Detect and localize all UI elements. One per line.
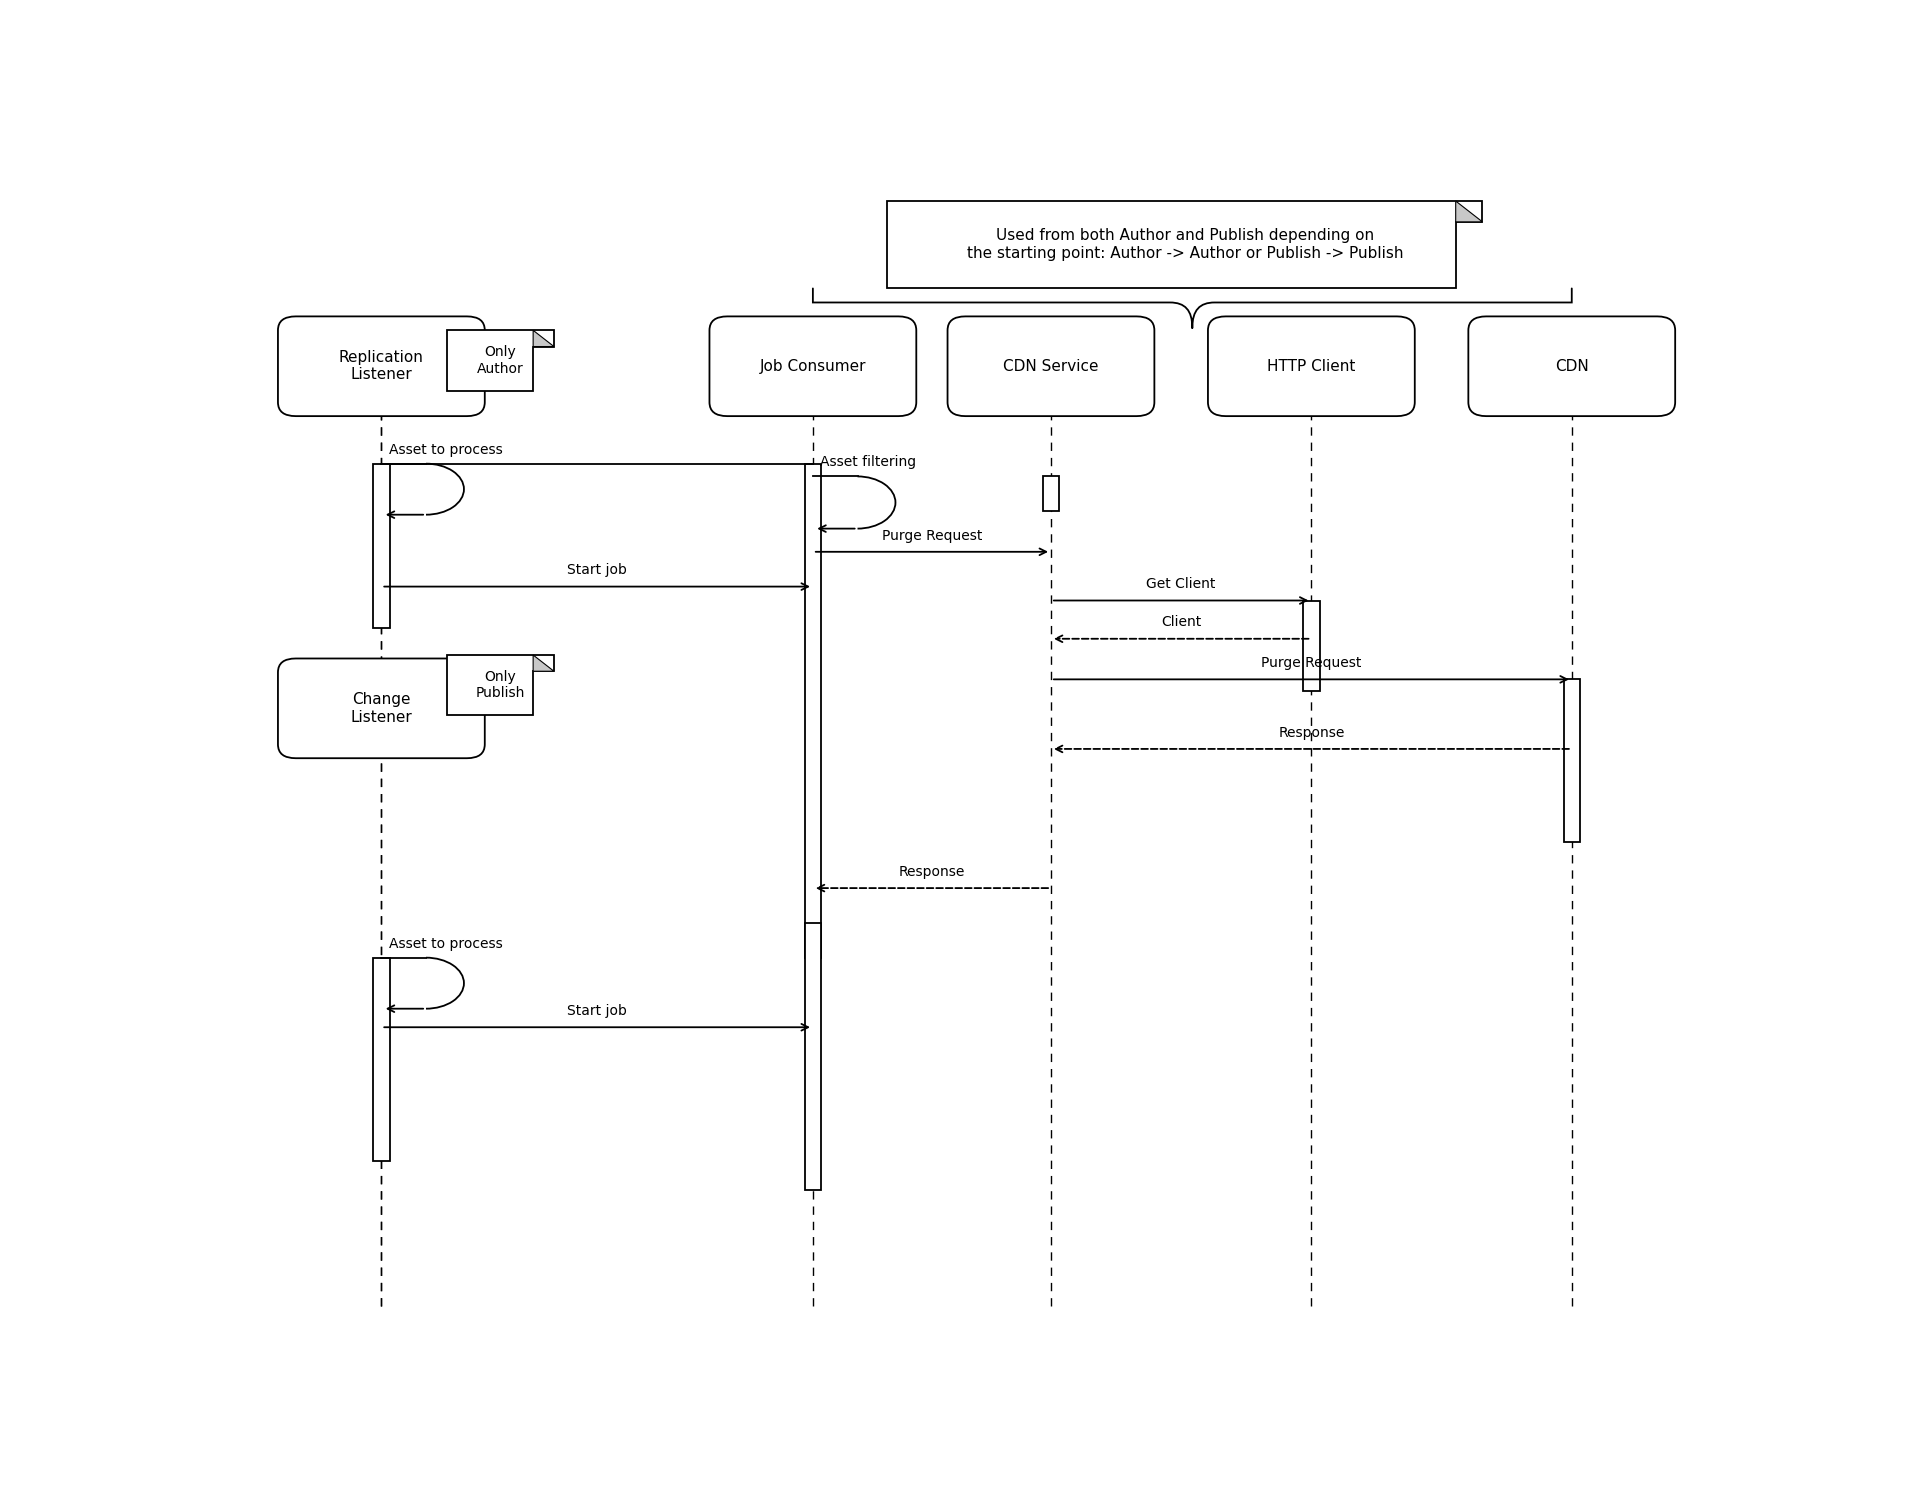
Bar — [372, 464, 390, 628]
Text: Get Client: Get Client — [1146, 577, 1215, 592]
Text: Client: Client — [1162, 616, 1202, 630]
Text: Only
Author: Only Author — [476, 345, 524, 375]
Text: HTTP Client: HTTP Client — [1267, 358, 1356, 373]
Bar — [804, 923, 822, 1190]
Bar — [372, 958, 390, 1161]
Text: Used from both Author and Publish depending on
the starting point: Author -> Aut: Used from both Author and Publish depend… — [966, 229, 1404, 261]
Text: Only
Publish: Only Publish — [476, 670, 524, 700]
Text: Asset to process: Asset to process — [388, 443, 503, 456]
Bar — [1304, 601, 1319, 691]
PathPatch shape — [534, 330, 555, 346]
FancyBboxPatch shape — [710, 316, 916, 416]
Text: Change
Listener: Change Listener — [351, 693, 413, 724]
FancyBboxPatch shape — [948, 316, 1154, 416]
FancyBboxPatch shape — [278, 316, 484, 416]
Bar — [804, 464, 822, 958]
Text: CDN Service: CDN Service — [1004, 358, 1098, 373]
PathPatch shape — [447, 330, 555, 390]
FancyBboxPatch shape — [1469, 316, 1674, 416]
Text: Job Consumer: Job Consumer — [760, 358, 866, 373]
Text: Asset filtering: Asset filtering — [820, 455, 916, 470]
FancyBboxPatch shape — [278, 658, 484, 758]
Text: CDN: CDN — [1555, 358, 1588, 373]
Text: Response: Response — [1279, 726, 1344, 739]
FancyBboxPatch shape — [1208, 316, 1415, 416]
PathPatch shape — [1455, 200, 1482, 221]
PathPatch shape — [534, 655, 555, 672]
Bar — [1563, 679, 1580, 842]
Text: Start job: Start job — [566, 563, 628, 577]
Text: Purge Request: Purge Request — [1261, 657, 1361, 670]
Text: Response: Response — [899, 864, 966, 880]
Text: Start job: Start job — [566, 1005, 628, 1018]
Bar — [1043, 476, 1060, 511]
PathPatch shape — [887, 200, 1482, 288]
Text: Purge Request: Purge Request — [881, 529, 983, 542]
PathPatch shape — [447, 655, 555, 715]
Text: Replication
Listener: Replication Listener — [340, 349, 424, 383]
Text: Asset to process: Asset to process — [388, 937, 503, 950]
